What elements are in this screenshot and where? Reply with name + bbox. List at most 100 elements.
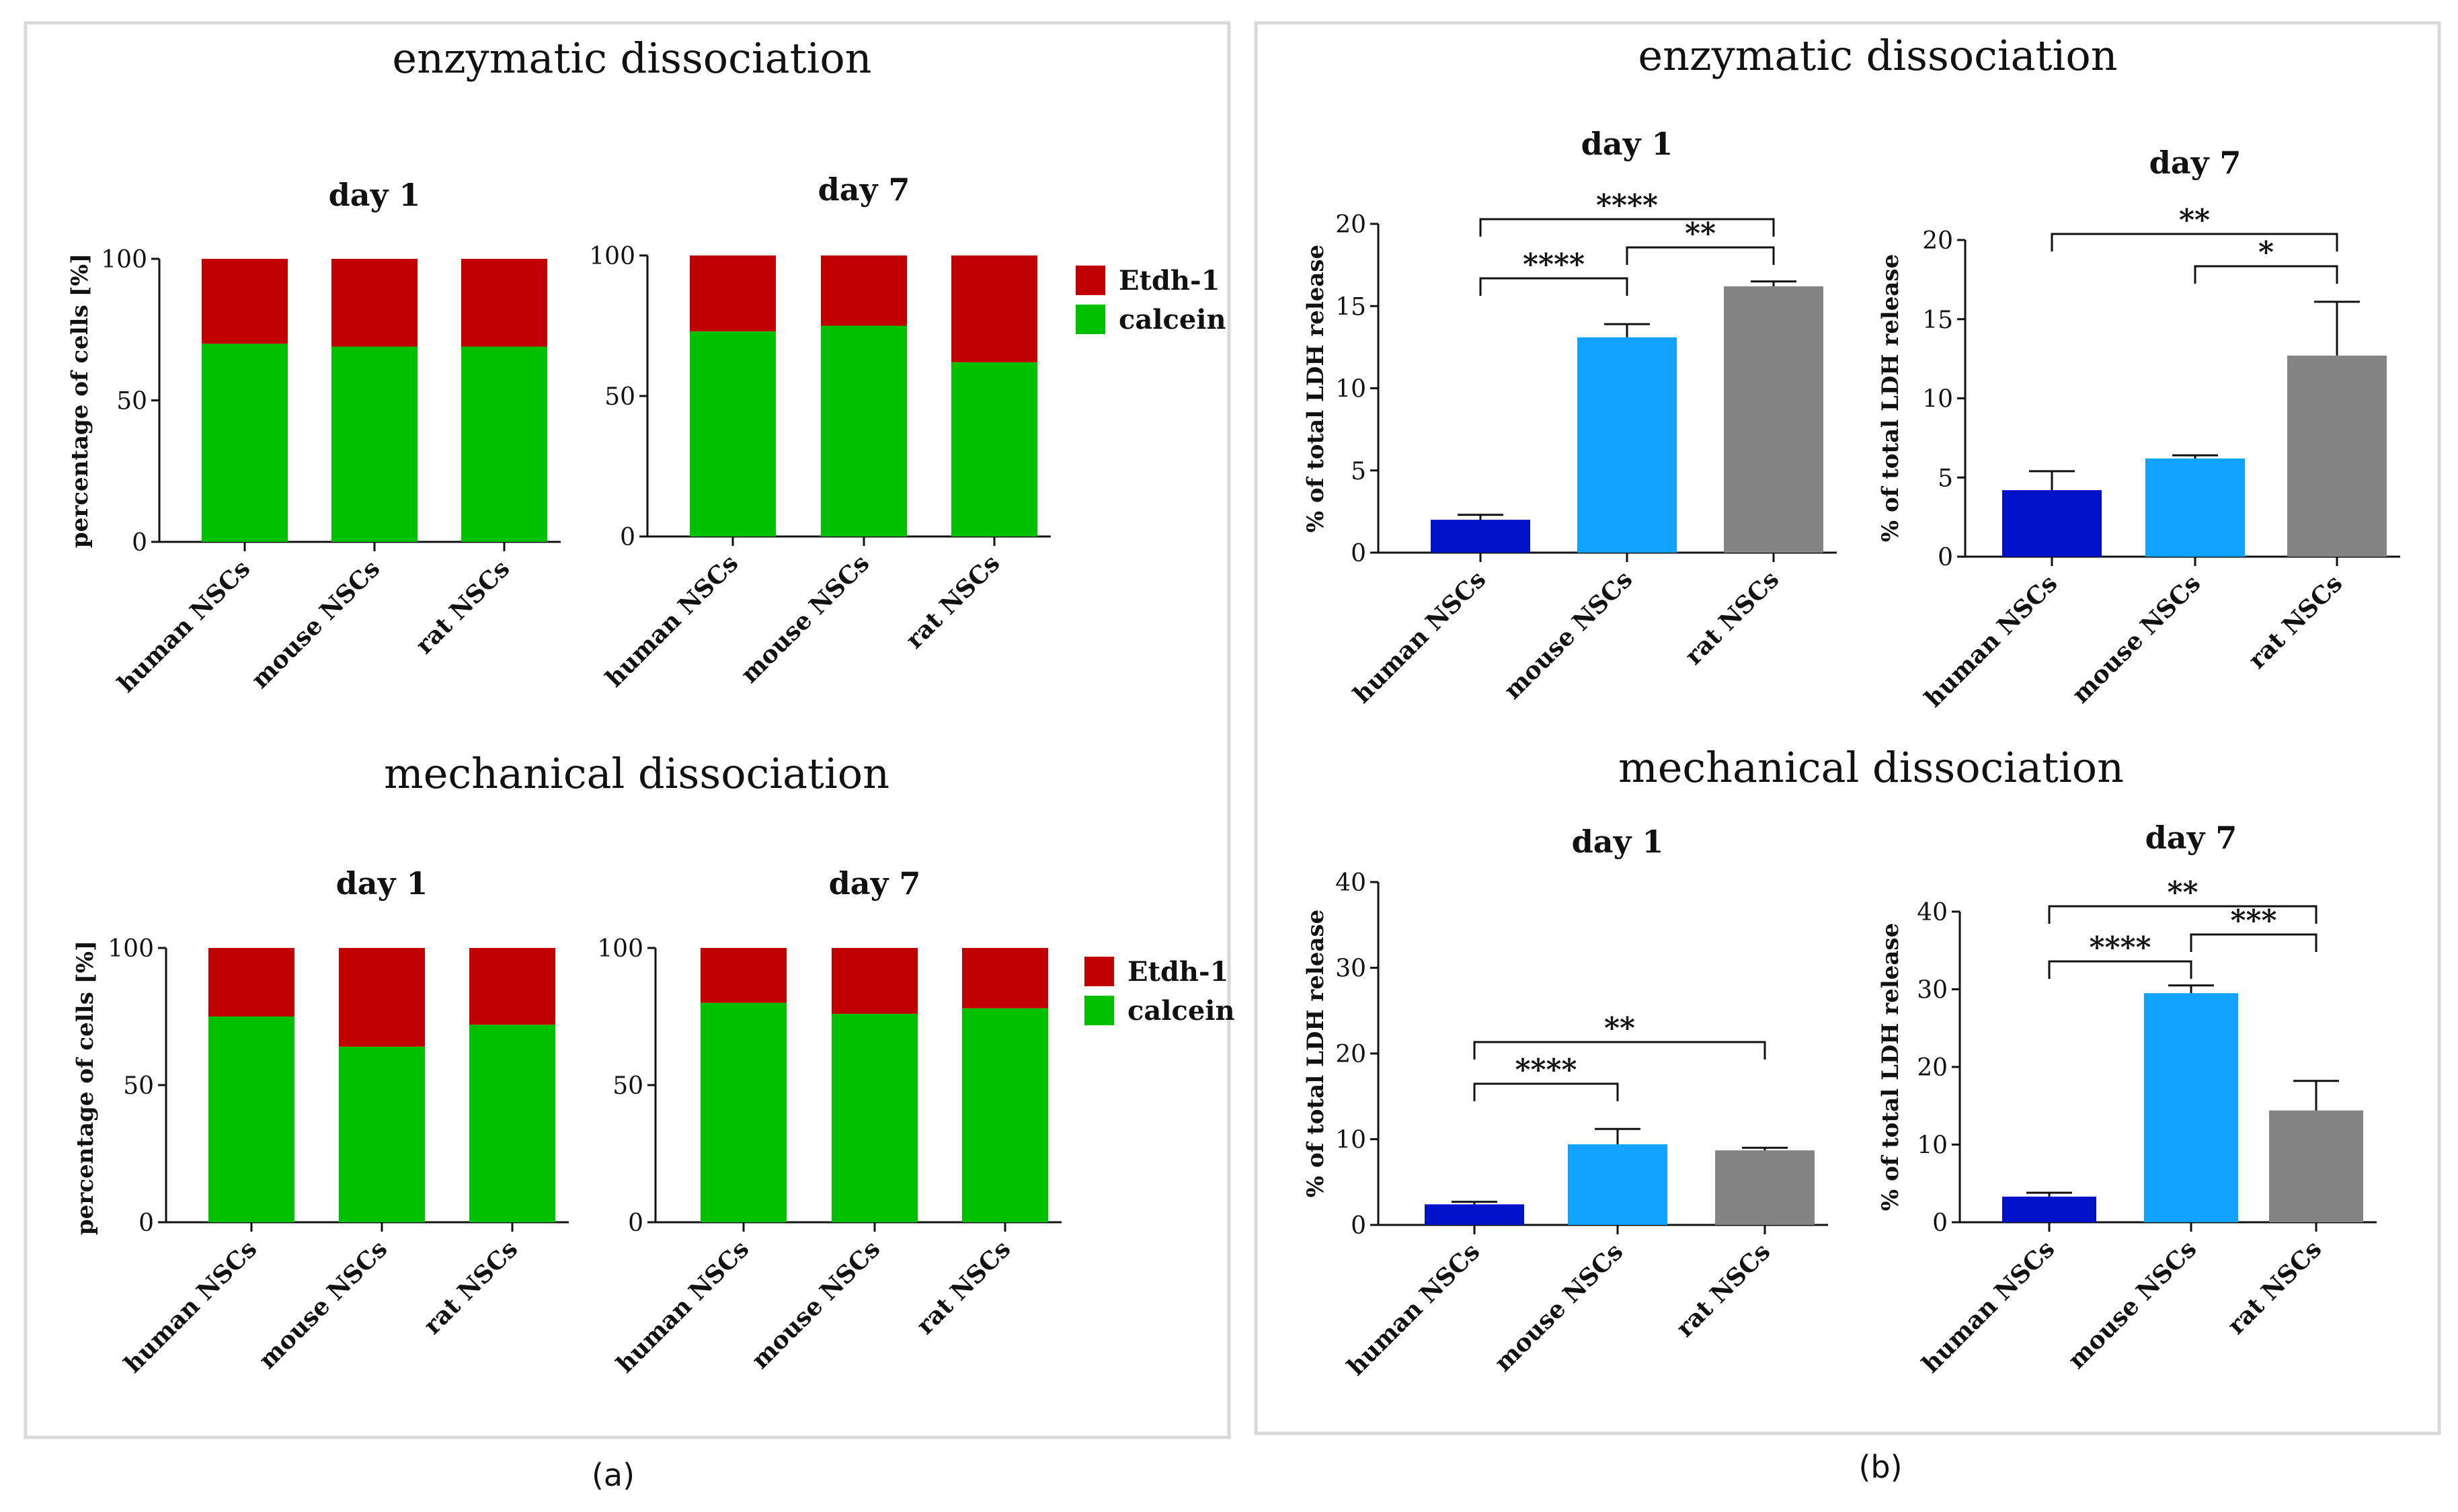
bar-calcein (461, 346, 547, 542)
chart-title: day 1 (329, 177, 421, 213)
y-tick-label: 10 (1335, 1127, 1366, 1154)
panel-b-bottom-title: mechanical dissociation (1618, 743, 2124, 792)
y-tick-label: 100 (597, 935, 643, 963)
y-tick-label: 50 (604, 383, 635, 411)
y-tick-label: 0 (628, 1209, 643, 1237)
legend-label: Etdh-1 (1119, 265, 1220, 296)
y-tick-label: 5 (1938, 465, 1953, 492)
y-tick-label: 0 (1351, 1212, 1366, 1240)
significance-bracket (1479, 218, 1775, 237)
bar-calcein (331, 346, 418, 542)
y-tick-label: 0 (620, 524, 635, 551)
y-tick-label: 40 (1917, 899, 1948, 926)
y-tick-label: 30 (1335, 955, 1366, 983)
y-axis-label: % of total LDH release (1877, 254, 1904, 542)
bar-calcein (339, 1046, 425, 1222)
panel-b-top-title: enzymatic dissociation (1638, 31, 2117, 80)
bar-calcein (821, 325, 907, 536)
y-tick-label: 20 (1922, 227, 1953, 255)
panel-a-bottom-title: mechanical dissociation (384, 749, 889, 798)
bar-etdh (821, 255, 907, 326)
bar (1577, 337, 1677, 553)
y-axis-label: percentage of cells [%] (67, 253, 93, 548)
significance-label: **** (2089, 930, 2151, 965)
bar-calcein (202, 344, 288, 542)
bar (1568, 1144, 1667, 1225)
bar-etdh (331, 259, 418, 347)
bar-calcein (962, 1008, 1048, 1222)
chart-title: day 1 (1572, 824, 1664, 860)
y-tick-label: 50 (116, 388, 147, 415)
legend: Etdh-1 calcein (1084, 956, 1235, 1027)
chart-title: day 7 (2145, 820, 2237, 856)
legend: Etdh-1 calcein (1076, 265, 1226, 335)
y-tick-label: 15 (1335, 293, 1366, 321)
legend-label: calcein (1127, 995, 1235, 1027)
legend-label: Etdh-1 (1127, 956, 1228, 988)
y-tick-label: 10 (1335, 376, 1366, 403)
bar (1431, 520, 1530, 553)
bar-etdh (690, 255, 776, 331)
bar-calcein (701, 1002, 787, 1222)
bar-etdh (701, 948, 787, 1003)
bar (1715, 1150, 1815, 1225)
bar-calcein (832, 1013, 918, 1222)
significance-label: * (2258, 235, 2274, 270)
y-tick-label: 0 (138, 1209, 154, 1237)
significance-label: **** (1515, 1053, 1577, 1087)
bar-etdh (951, 255, 1037, 362)
y-tick-label: 50 (612, 1072, 643, 1100)
bar (2002, 1196, 2096, 1222)
y-tick-label: 0 (1932, 1209, 1948, 1237)
y-tick-label: 100 (101, 246, 147, 274)
y-tick-label: 0 (1938, 544, 1953, 571)
y-tick-label: 0 (1351, 540, 1366, 567)
y-tick-label: 30 (1917, 977, 1948, 1004)
panel-b-label: (b) (1858, 1449, 1902, 1485)
panel-b-frame (1254, 21, 2441, 1435)
chart-title: day 7 (2149, 145, 2242, 181)
significance-bracket (1626, 246, 1775, 265)
bar (2145, 458, 2245, 557)
significance-bracket (2048, 960, 2192, 979)
bar-etdh (461, 259, 547, 347)
bar-calcein (951, 362, 1037, 536)
significance-label: ** (2179, 203, 2210, 237)
y-tick-label: 100 (108, 935, 154, 963)
y-axis-label: percentage of cells [%] (72, 941, 99, 1235)
bar (2269, 1110, 2363, 1222)
y-axis-label: % of total LDH release (1877, 923, 1904, 1211)
legend-swatch (1076, 305, 1105, 334)
significance-bracket (1479, 277, 1628, 296)
chart-title: day 7 (829, 865, 921, 902)
significance-bracket (2194, 265, 2338, 284)
significance-bracket (1473, 1082, 1619, 1101)
bar (1724, 286, 1823, 553)
y-axis-label: % of total LDH release (1302, 245, 1329, 532)
bar-etdh (832, 948, 918, 1014)
bar (2144, 993, 2238, 1222)
significance-bracket (1473, 1041, 1766, 1060)
panel-a-top-title: enzymatic dissociation (392, 34, 871, 83)
chart-title: day 1 (336, 865, 428, 902)
bar-etdh (202, 259, 288, 344)
significance-label: **** (1523, 247, 1585, 282)
y-tick-label: 40 (1335, 869, 1366, 897)
bar-etdh (208, 948, 294, 1017)
y-tick-label: 0 (132, 529, 147, 557)
bar-etdh (962, 948, 1048, 1008)
chart-title: day 1 (1581, 126, 1673, 162)
significance-label: **** (1596, 188, 1658, 223)
significance-bracket (2190, 933, 2317, 952)
significance-bracket (2048, 905, 2317, 924)
y-tick-label: 10 (1922, 386, 1953, 413)
chart-title: day 7 (818, 171, 910, 208)
y-axis-label: % of total LDH release (1302, 910, 1329, 1197)
y-tick-label: 20 (1335, 1041, 1366, 1068)
bar-calcein (469, 1025, 555, 1222)
bar-etdh (339, 948, 425, 1047)
y-tick-label: 20 (1335, 211, 1366, 239)
bar (2287, 355, 2387, 557)
